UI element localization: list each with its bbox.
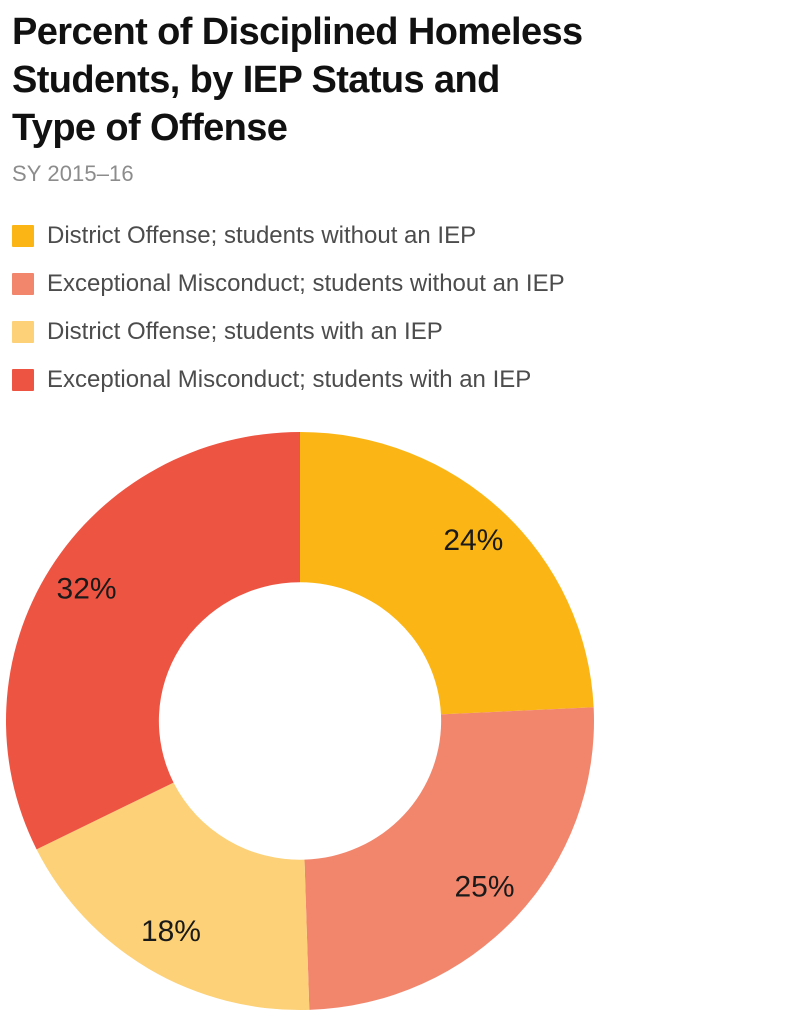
donut-slice-label: 25% xyxy=(455,870,515,903)
legend-swatch-icon xyxy=(12,225,34,247)
legend-item-label: Exceptional Misconduct; students without… xyxy=(47,270,565,297)
chart-subtitle: SY 2015–16 xyxy=(12,161,134,186)
donut-chart-svg: 24% 25% 18% 32% xyxy=(5,432,594,1011)
chart-header: Percent of Disciplined Homeless Students… xyxy=(12,8,792,188)
chart-legend: District Offense; students without an IE… xyxy=(12,212,802,404)
donut-slice-label: 24% xyxy=(443,524,503,557)
legend-swatch-icon xyxy=(12,321,34,343)
legend-item[interactable]: Exceptional Misconduct; students with an… xyxy=(12,356,802,404)
legend-item[interactable]: District Offense; students with an IEP xyxy=(12,308,802,356)
donut-slice[interactable] xyxy=(36,782,310,1011)
donut-slice[interactable] xyxy=(304,707,594,1010)
legend-item[interactable]: District Offense; students without an IE… xyxy=(12,212,802,260)
donut-slice-label: 32% xyxy=(57,573,117,606)
donut-slice[interactable] xyxy=(5,432,301,850)
page-title: Percent of Disciplined Homeless Students… xyxy=(12,11,583,149)
donut-slice[interactable] xyxy=(300,432,594,715)
donut-chart: 24% 25% 18% 32% xyxy=(0,420,805,1024)
legend-item[interactable]: Exceptional Misconduct; students without… xyxy=(12,260,802,308)
donut-slice-label: 18% xyxy=(141,915,201,948)
legend-item-label: District Offense; students without an IE… xyxy=(47,222,477,249)
legend-item-label: District Offense; students with an IEP xyxy=(47,318,443,345)
legend-swatch-icon xyxy=(12,369,34,391)
legend-item-label: Exceptional Misconduct; students with an… xyxy=(47,366,532,393)
legend-swatch-icon xyxy=(12,273,34,295)
